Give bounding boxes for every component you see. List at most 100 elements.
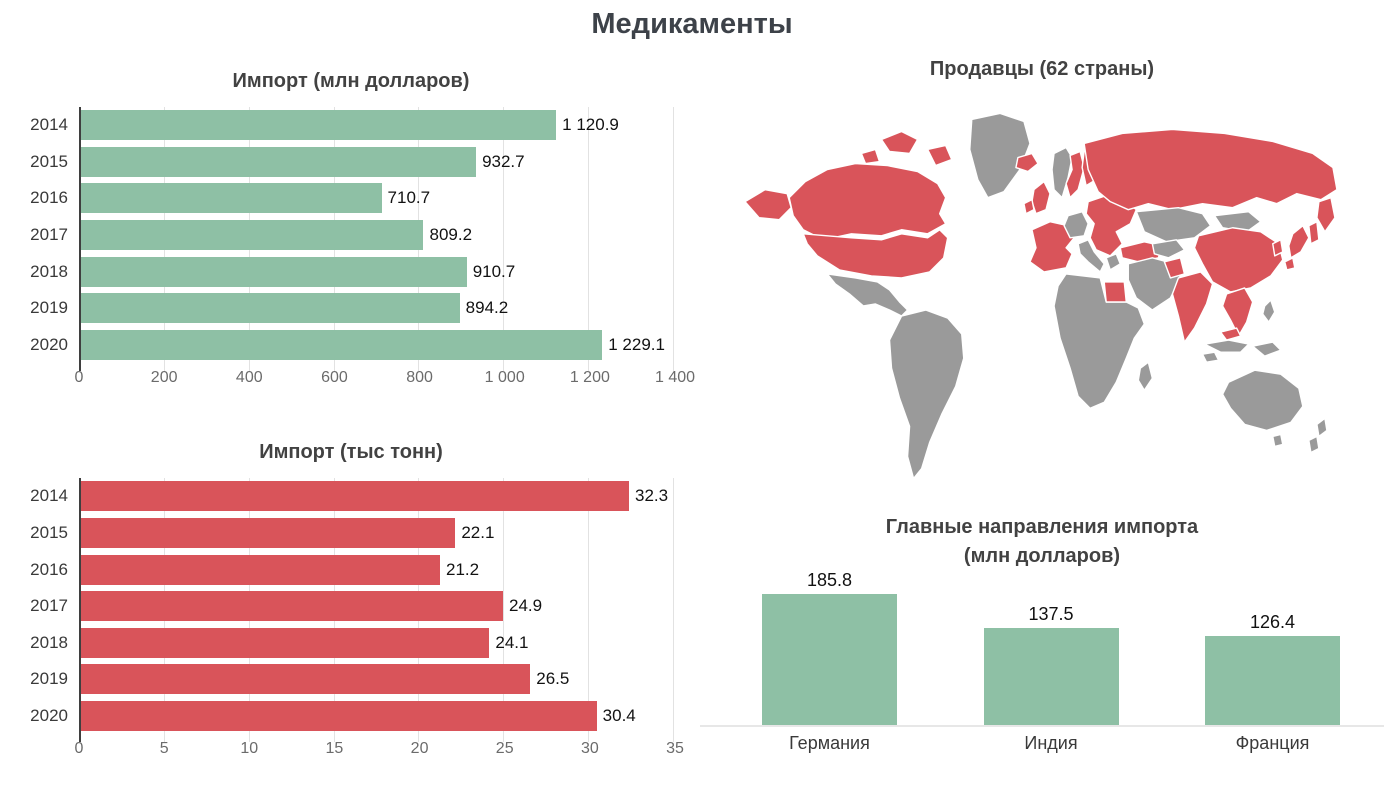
plot-cell: 710.7 [79,180,675,217]
map-region-france-iberia [1029,221,1075,273]
bar-value-label: 910.7 [472,261,516,281]
map-region-new-zealand [1308,417,1328,454]
bar-row-2019: 2019 894.2 [15,290,675,327]
x-axis-tick-label: 400 [235,369,263,387]
map-section: Продавцы (62 страны) [700,58,1384,507]
chart-import-tons-x-axis: 0 5 10 15 20 25 30 35 [75,740,684,766]
map-region-greenland [969,112,1031,199]
chart-import-usd-body: 2014 1 120.9 2015 932.7 2016 710.7 2017 809.2 20… [15,107,695,395]
bar-value-label: 809.2 [429,225,473,245]
chart-import-usd-title: Импорт (млн долларов) [232,70,470,92]
map-region-india [1171,271,1214,343]
bar-value-label: 30.4 [602,706,636,726]
map-region-madagascar [1137,361,1154,391]
y-axis-label: 2018 [30,261,68,281]
x-axis-tick-label: 10 [240,740,259,758]
map-region-tasmania [1272,433,1284,448]
map-region-indonesia [1201,339,1282,363]
bar-value-label: 24.9 [509,596,543,616]
gridline [588,107,590,372]
map-region-iceland [1015,152,1039,173]
map-region-uk [1031,180,1051,215]
y-axis-label: 2014 [30,486,68,506]
y-axis-label: 2016 [30,559,68,579]
x-axis-tick-label: 5 [159,740,169,758]
bar-2017 [79,591,503,622]
chart-import-usd: Импорт (млн долларов) 2014 1 120.9 2015 932… [15,70,695,395]
gridline [588,478,590,743]
map-region-germany [1063,210,1089,239]
plot-cell: 22.1 [79,515,675,552]
bar-row-2017: 2017 24.9 [15,588,675,625]
chart-import-directions-title: Главные направления импорта [885,516,1199,538]
map-region-alaska [744,188,792,221]
bar-value-label: 1 120.9 [562,115,619,135]
bar-2017 [79,220,424,251]
bar-row-2020: 2020 30.4 [15,698,675,735]
y-axis-label: 2018 [30,632,68,652]
x-axis-tick-label: 1 200 [569,369,610,387]
bar-Франция [1205,636,1340,725]
gridline [673,107,674,372]
map-region-china [1193,227,1284,293]
x-axis-tick-label: 600 [321,369,348,387]
gridline [673,478,674,743]
chart-import-directions-subtitle: (млн долларов) [963,545,1121,567]
bar-row-2015: 2015 932.7 [15,144,675,181]
bar-value-label: 932.7 [482,151,525,171]
bar-row-2014: 2014 1 120.9 [15,107,675,144]
plot-cell: 24.1 [79,625,675,662]
map-region-south-america [888,309,965,480]
x-axis-tick-label: 30 [580,740,599,758]
bar-column-Индия: 137.5 [983,604,1119,725]
map-region-philippines [1262,299,1276,323]
bar-2018 [79,627,490,658]
map-region-turkey [1119,241,1164,263]
bar-value-label: 26.5 [536,669,570,689]
right-column: Продавцы (62 страны) [700,50,1384,754]
plot-cell: 1 120.9 [79,107,675,144]
x-axis-tick-label: 25 [495,740,514,758]
map-region-africa [1053,273,1146,410]
map-region-central-asia [1151,239,1186,259]
chart-import-directions-x-axis: Германия Индия Франция [700,727,1384,754]
map-region-mongolia [1213,210,1262,233]
bar-row-2018: 2018 910.7 [15,253,675,290]
bar-2014 [79,110,557,141]
bar-row-2015: 2015 22.1 [15,515,675,552]
x-axis-category-label: Германия [789,733,870,753]
plot-cell: 894.2 [79,290,675,327]
bar-value-label: 185.8 [806,570,853,590]
x-axis-tick-label: 35 [666,740,684,758]
bar-Индия [983,628,1119,725]
bar-2020 [79,701,597,732]
bar-column-Франция: 126.4 [1205,612,1340,725]
bar-row-2020: 2020 1 229.1 [15,327,675,364]
bar-row-2016: 2016 710.7 [15,180,675,217]
left-column: Импорт (млн долларов) 2014 1 120.9 2015 932… [15,70,695,766]
x-axis-category-label: Франция [1235,733,1310,753]
plot-cell: 1 229.1 [79,327,675,364]
bar-value-label: 32.3 [635,486,669,506]
chart-import-tons-title: Импорт (тыс тонн) [259,441,443,464]
bar-value-label: 137.5 [1028,604,1074,624]
chart-import-tons-plot: 2014 32.3 2015 22.1 2016 21.2 2017 24.9 2018 24.1… [15,478,675,743]
map-region-ireland [1023,198,1035,215]
map-region-greece [1105,253,1121,271]
bar-value-label: 24.1 [495,632,529,652]
x-axis-tick-label: 800 [406,369,433,387]
x-axis-tick-label: 15 [325,740,344,758]
bar-2019 [79,293,460,324]
map-region-arctic-islands [860,130,953,167]
plot-cell: 932.7 [79,144,675,181]
y-axis-label: 2020 [30,706,68,726]
bar-column-Германия: 185.8 [762,570,897,725]
bar-row-2017: 2017 809.2 [15,217,675,254]
map-region-kamchatka [1308,196,1336,245]
bar-row-2014: 2014 32.3 [15,478,675,515]
map-region-usa [802,229,949,279]
chart-import-tons: Импорт (тыс тонн) 2014 32.3 2015 22.1 2016 21… [15,441,687,766]
x-axis-category-label: Индия [1024,733,1078,753]
map-region-malaysia [1219,327,1242,341]
plot-cell: 30.4 [79,698,675,735]
